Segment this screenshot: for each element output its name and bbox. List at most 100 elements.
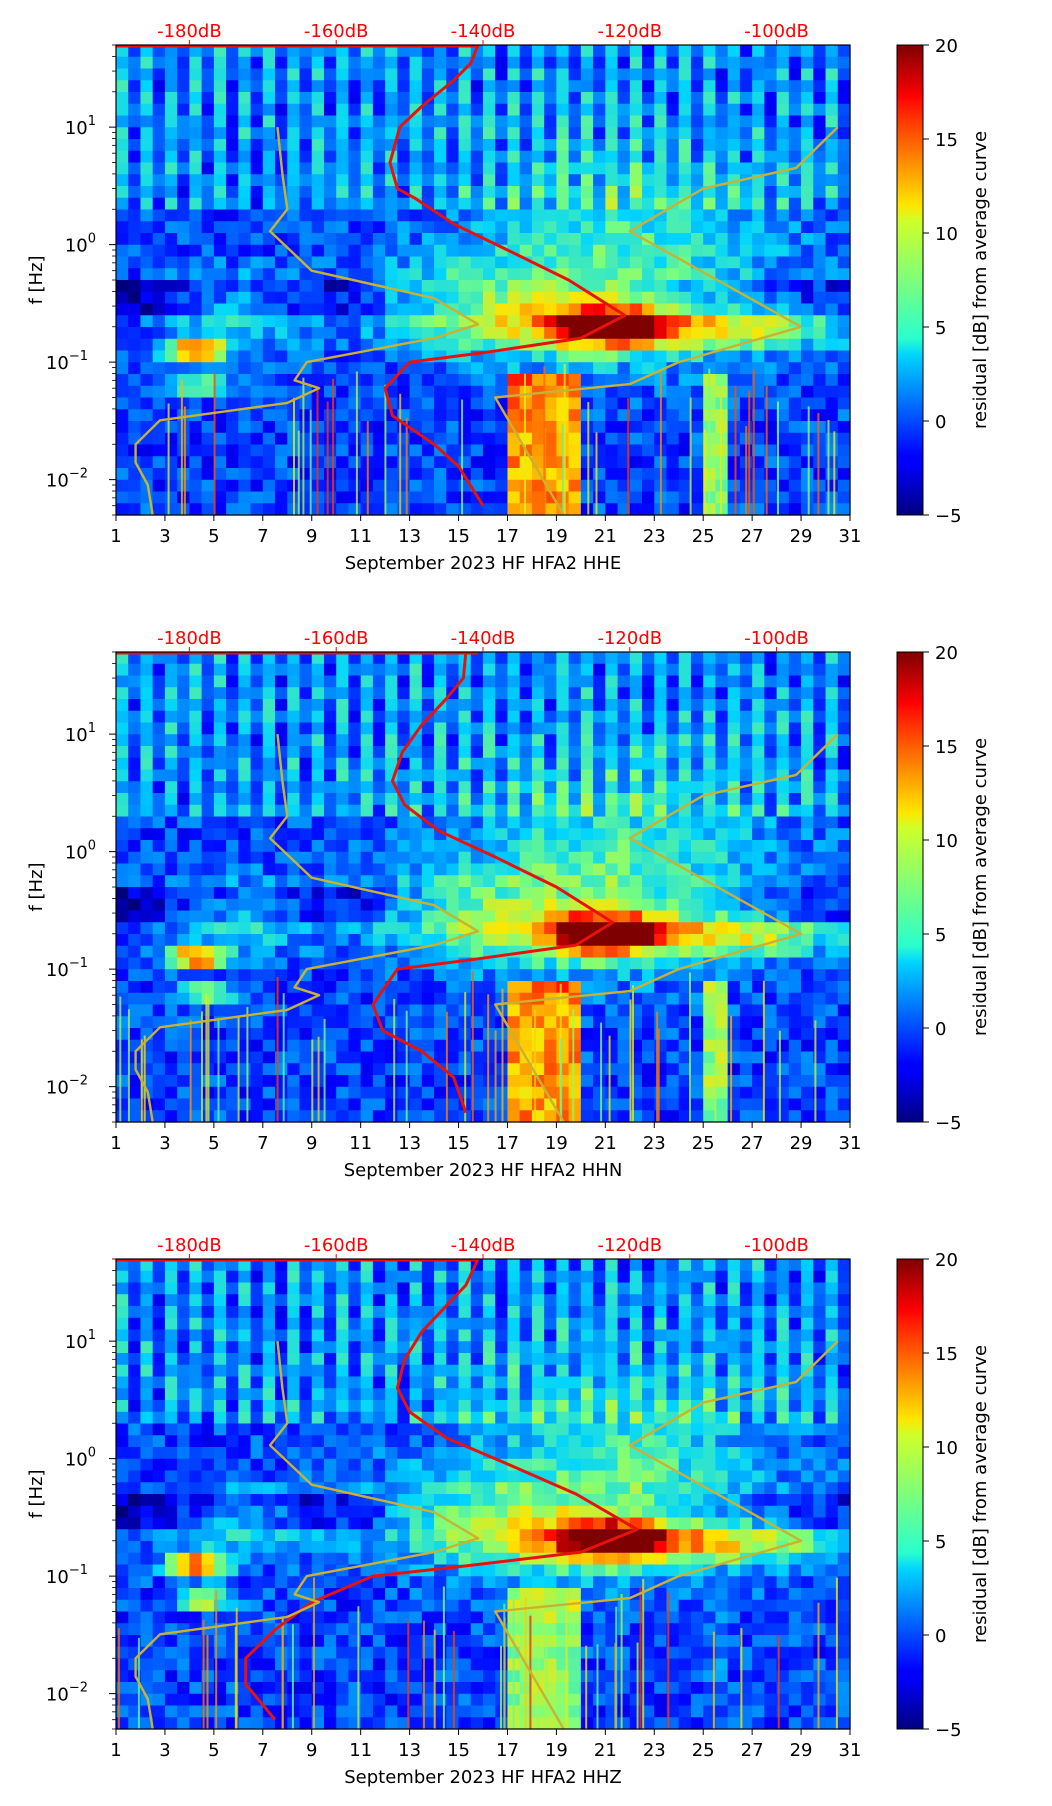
heatmap-cell: [666, 945, 680, 959]
heatmap-cell: [299, 280, 313, 293]
heatmap-cell: [372, 687, 386, 700]
heatmap-cell: [201, 45, 215, 58]
heatmap-cell: [837, 68, 851, 81]
heatmap-cell: [666, 150, 680, 164]
heatmap-cell: [213, 491, 227, 504]
heatmap-cell: [739, 362, 753, 375]
heatmap-cell: [238, 722, 252, 735]
heatmap-cell: [409, 221, 423, 234]
heatmap-cell: [470, 699, 484, 712]
heatmap-cell: [226, 256, 239, 269]
heatmap-cell: [385, 957, 398, 970]
heatmap-cell: [275, 863, 288, 876]
heatmap-cell: [397, 652, 411, 665]
heatmap-cell: [568, 385, 582, 399]
heatmap-cell: [446, 409, 460, 422]
heatmap-cell: [580, 710, 594, 724]
heatmap-cell: [360, 385, 374, 399]
heatmap-cell: [690, 139, 704, 152]
heatmap-cell: [275, 444, 288, 457]
heatmap-cell: [116, 887, 129, 900]
heatmap-cell: [152, 992, 166, 1006]
heatmap-cell: [152, 816, 166, 829]
heatmap-cell: [727, 468, 741, 481]
heatmap-cell: [262, 1110, 276, 1123]
heatmap-cell: [336, 687, 350, 700]
heatmap-cell: [556, 92, 570, 105]
heatmap-cell: [360, 115, 374, 128]
heatmap-cell: [189, 816, 203, 829]
heatmap-cell: [507, 1086, 521, 1100]
heatmap-cell: [397, 828, 411, 841]
heatmap-cell: [642, 186, 655, 199]
heatmap-cell: [568, 1016, 582, 1029]
heatmap-cell: [446, 969, 460, 982]
heatmap-cell: [287, 675, 301, 688]
heatmap-cell: [421, 887, 435, 900]
heatmap-cell: [140, 957, 154, 970]
heatmap-cell: [580, 150, 594, 164]
heatmap-cell: [470, 186, 484, 199]
heatmap-cell: [262, 1051, 276, 1064]
heatmap-cell: [507, 491, 521, 504]
heatmap-cell: [372, 934, 386, 947]
heatmap-cell: [385, 757, 398, 771]
heatmap-cell: [238, 409, 252, 422]
heatmap-cell: [372, 80, 386, 93]
heatmap-cell: [385, 479, 398, 493]
heatmap-cell: [715, 362, 729, 375]
heatmap-cell: [801, 1063, 814, 1076]
heatmap-cell: [164, 828, 178, 841]
heatmap-cell: [531, 863, 545, 876]
heatmap-cell: [678, 699, 692, 712]
heatmap-cell: [519, 303, 533, 316]
heatmap-cell: [287, 887, 301, 900]
heatmap-cell: [250, 851, 264, 865]
heatmap-cell: [177, 244, 190, 258]
heatmap-cell: [703, 280, 717, 293]
heatmap-cell: [813, 338, 827, 352]
heatmap-cell: [360, 934, 374, 947]
heatmap-cell: [226, 491, 239, 504]
heatmap-cell: [250, 327, 264, 340]
heatmap-cell: [580, 746, 594, 759]
heatmap-cell: [788, 687, 802, 700]
heatmap-spike: [708, 368, 711, 515]
heatmap-cell: [311, 162, 325, 175]
heatmap-cell: [128, 56, 142, 70]
heatmap-cell: [226, 162, 239, 175]
heatmap-cell: [654, 981, 668, 994]
heatmap-cell: [275, 303, 288, 316]
heatmap-cell: [177, 491, 190, 504]
heatmap-cell: [348, 468, 362, 481]
heatmap-cell: [152, 1063, 166, 1076]
heatmap-cell: [201, 503, 215, 516]
heatmap-cell: [421, 1004, 435, 1017]
heatmap-cell: [238, 652, 252, 665]
heatmap-cell: [727, 887, 741, 900]
heatmap-cell: [409, 887, 423, 900]
heatmap-cell: [556, 781, 570, 794]
heatmap-cell: [495, 863, 509, 876]
heatmap-cell: [323, 303, 337, 316]
heatmap-cell: [776, 209, 790, 222]
heatmap-cell: [470, 1028, 484, 1041]
heatmap-cell: [519, 910, 533, 923]
heatmap-cell: [788, 432, 802, 446]
heatmap-cell: [813, 315, 827, 328]
heatmap-cell: [605, 1110, 619, 1123]
heatmap-cell: [323, 828, 337, 841]
heatmap-cell: [666, 722, 680, 735]
heatmap-cell: [152, 851, 166, 865]
heatmap-cell: [458, 103, 472, 117]
heatmap-cell: [116, 491, 129, 504]
heatmap-cell: [654, 840, 668, 853]
heatmap-cell: [495, 491, 509, 504]
heatmap-cell: [801, 746, 814, 759]
heatmap-cell: [483, 256, 496, 269]
heatmap-cell: [483, 174, 496, 187]
heatmap-cell: [495, 699, 509, 712]
heatmap-cell: [311, 127, 325, 140]
heatmap-cell: [226, 687, 239, 700]
heatmap-cell: [776, 816, 790, 829]
